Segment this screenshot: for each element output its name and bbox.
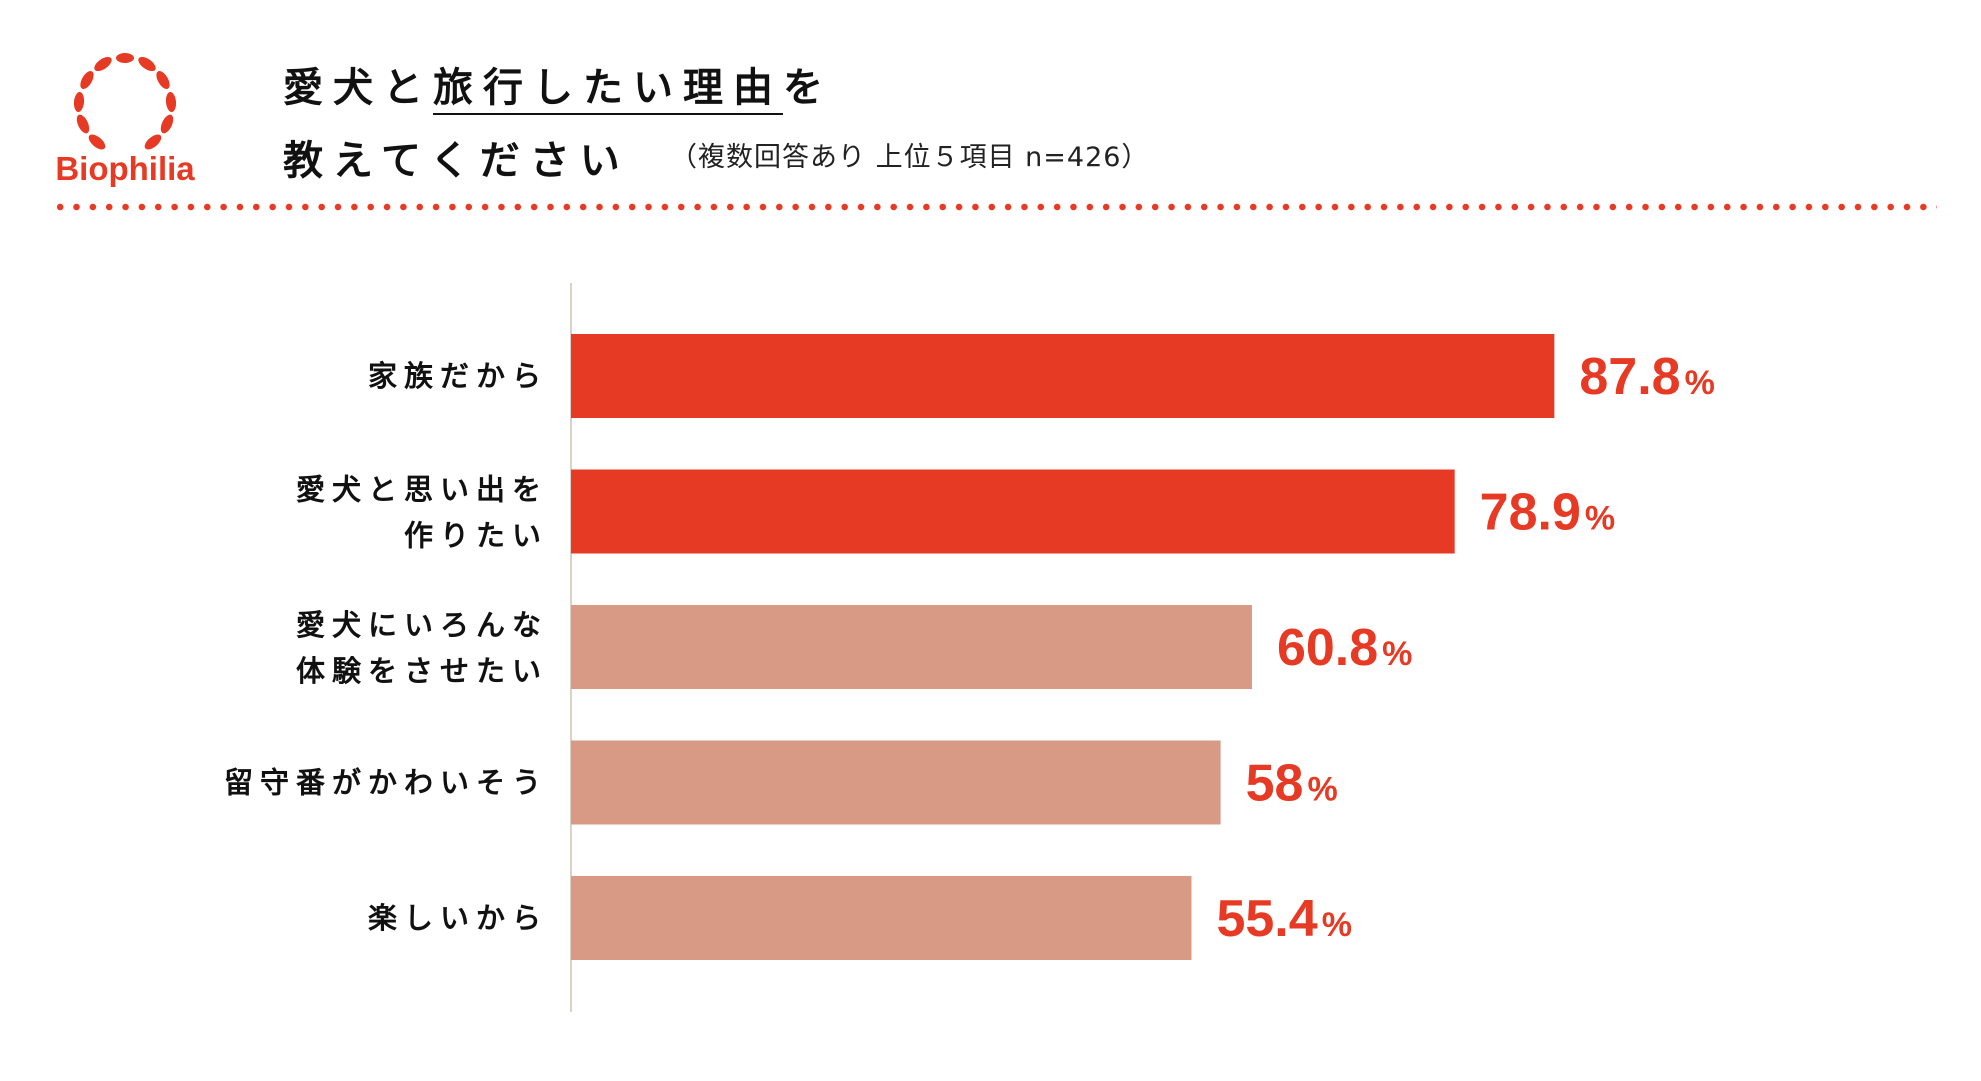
category-label-3-line-1: 愛犬にいろんな: [296, 608, 548, 642]
page-subtitle: （複数回答あり 上位５項目 n=426）: [670, 142, 1150, 173]
title-prefix: 愛犬と: [283, 65, 433, 111]
brand-logo: Biophilia: [40, 50, 210, 190]
bar-3: [571, 605, 1252, 689]
category-label-2-line-2: 作りたい: [404, 519, 548, 553]
value-unit-3: %: [1382, 635, 1412, 673]
value-number-3: 60.8: [1277, 619, 1378, 677]
category-label-3-line-2: 体験をさせたい: [296, 654, 548, 688]
value-label-3: 60.8%: [1277, 619, 1412, 677]
value-number-4: 58: [1246, 755, 1304, 813]
value-unit-2: %: [1585, 500, 1615, 538]
category-label-2-line-1: 愛犬と思い出を: [296, 473, 548, 507]
bar-5: [571, 876, 1192, 960]
value-number-2: 78.9: [1480, 484, 1581, 542]
category-label-5: 楽しいから: [368, 901, 548, 935]
laurel-icon: [73, 53, 177, 150]
value-unit-5: %: [1322, 906, 1352, 944]
page-title-line-1: 愛犬と旅行したい理由を: [283, 55, 833, 115]
value-unit-4: %: [1307, 771, 1337, 809]
title-underlined: 旅行したい理由: [433, 65, 783, 115]
value-label-5: 55.4%: [1216, 890, 1351, 948]
bar-1: [571, 334, 1555, 418]
title-suffix: を: [783, 65, 833, 111]
category-label-4: 留守番がかわいそう: [224, 766, 548, 800]
bar-2: [571, 469, 1455, 554]
value-label-1: 87.8%: [1579, 348, 1714, 406]
brand-name: Biophilia: [55, 150, 195, 187]
value-number-1: 87.8: [1579, 348, 1680, 406]
dotted-divider: [52, 203, 1937, 211]
value-label-2: 78.9%: [1480, 484, 1615, 542]
value-label-4: 58%: [1246, 755, 1338, 813]
category-label-1: 家族だから: [368, 359, 548, 393]
value-unit-1: %: [1685, 364, 1715, 402]
value-number-5: 55.4: [1216, 890, 1317, 948]
page-title-line-2: 教えてください: [283, 138, 630, 184]
bar-4: [571, 740, 1221, 825]
